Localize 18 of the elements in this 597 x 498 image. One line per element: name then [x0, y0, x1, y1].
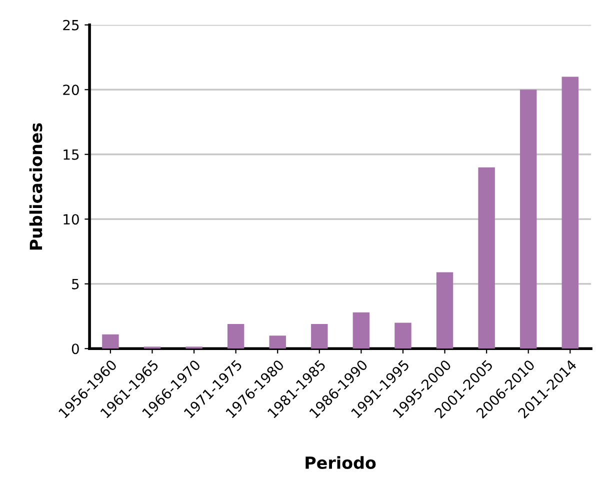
x-axis-title: Periodo [306, 456, 376, 469]
y-tick-label: 25 [63, 20, 79, 30]
bar [478, 167, 495, 349]
bar [562, 76, 578, 349]
y-tick-label: 0 [72, 344, 79, 354]
y-tick-label: 20 [63, 84, 79, 96]
y-tick-label: 10 [64, 214, 79, 225]
y-axis-title: Publicaciones [29, 123, 42, 250]
bar [311, 324, 328, 349]
bar [102, 334, 119, 349]
bar [394, 322, 412, 349]
bar [227, 324, 244, 349]
bar [269, 336, 286, 349]
y-tick-label: 5 [72, 279, 79, 290]
bar [436, 272, 454, 349]
bar [352, 312, 370, 349]
y-tick-label: 15 [64, 150, 79, 160]
bar [520, 90, 537, 349]
